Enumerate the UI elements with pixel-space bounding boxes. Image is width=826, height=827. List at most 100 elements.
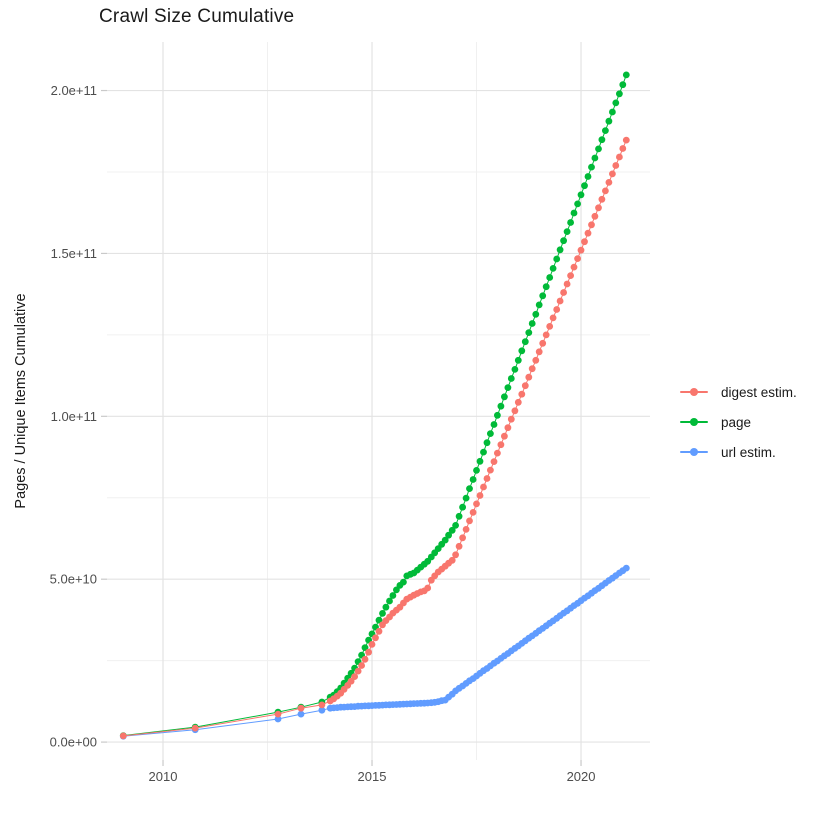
data-point <box>480 448 487 456</box>
data-point <box>448 526 456 534</box>
x-tick-label: 2015 <box>358 769 387 784</box>
data-point <box>504 384 512 391</box>
data-point <box>365 648 372 656</box>
series-digest-estim <box>119 136 630 740</box>
data-point <box>521 338 529 346</box>
data-point <box>532 356 540 364</box>
data-point <box>297 704 305 712</box>
data-point <box>602 187 609 195</box>
data-point <box>483 475 491 482</box>
data-point <box>459 534 466 542</box>
data-point <box>473 467 480 474</box>
data-point <box>507 415 515 423</box>
data-point <box>424 584 432 592</box>
data-point <box>497 402 505 410</box>
data-point <box>483 439 491 447</box>
data-point <box>452 522 459 529</box>
data-point <box>455 542 463 550</box>
data-point <box>612 162 620 169</box>
series-url-estim <box>119 564 630 740</box>
axis-labels: 2010 2015 2020 0.0e+00 5.0e+10 1.0e+11 1.5e+11… <box>50 83 596 784</box>
data-point <box>469 509 477 516</box>
data-point <box>361 644 369 651</box>
data-point <box>595 145 602 153</box>
data-point <box>191 724 199 732</box>
grid-major <box>107 42 650 760</box>
data-point <box>466 485 473 492</box>
data-point <box>318 701 326 709</box>
data-point <box>476 492 484 499</box>
data-point <box>525 373 533 381</box>
data-point <box>553 306 561 313</box>
legend-key-page-icon <box>678 415 710 429</box>
data-point <box>497 441 505 449</box>
data-point <box>514 398 522 406</box>
data-point <box>616 90 623 98</box>
data-point <box>528 320 536 327</box>
legend-label: url estim. <box>721 444 776 460</box>
data-point <box>455 512 463 520</box>
legend-item-url-estim: url estim. <box>678 437 797 467</box>
data-point <box>375 627 383 635</box>
data-point <box>574 255 581 262</box>
data-point <box>539 292 547 300</box>
data-point <box>490 421 498 428</box>
data-point <box>511 407 519 415</box>
data-point <box>570 263 578 271</box>
y-tick-label: 1.0e+11 <box>51 409 97 424</box>
data-point <box>494 411 501 419</box>
data-point <box>577 191 585 199</box>
data-point <box>546 274 554 281</box>
data-point <box>556 297 564 305</box>
data-point <box>598 136 606 144</box>
data-point <box>358 662 365 669</box>
data-point <box>469 476 477 483</box>
data-point <box>459 503 466 511</box>
y-tick-label: 1.5e+11 <box>51 246 97 261</box>
data-point <box>584 173 592 180</box>
data-point <box>567 219 574 226</box>
data-point <box>577 246 585 254</box>
data-point <box>480 483 487 491</box>
axis-ticks <box>101 89 582 766</box>
data-point <box>619 145 627 152</box>
data-point <box>574 200 581 208</box>
data-point <box>546 323 554 330</box>
data-point <box>609 108 616 116</box>
data-point <box>595 204 602 212</box>
data-point <box>351 673 358 680</box>
legend-key-digest-estim-icon <box>678 385 710 399</box>
data-point <box>602 127 609 134</box>
data-point <box>609 170 616 178</box>
legend-item-digest-estim: digest estim. <box>678 377 797 407</box>
legend-label: page <box>721 414 752 430</box>
data-point <box>542 283 550 291</box>
series-page <box>119 71 630 739</box>
data-point <box>622 71 630 79</box>
data-point <box>612 99 620 107</box>
data-point <box>567 272 574 279</box>
data-point <box>462 494 470 502</box>
data-point <box>591 154 599 162</box>
data-point <box>542 331 550 339</box>
data-point <box>521 382 529 390</box>
data-point <box>476 457 484 465</box>
data-point <box>616 153 623 161</box>
data-point <box>588 221 595 229</box>
x-tick-label: 2010 <box>149 769 178 784</box>
data-point <box>379 610 386 617</box>
series-line-url-estim <box>123 567 627 737</box>
data-point <box>361 655 369 663</box>
data-point <box>622 136 630 144</box>
data-point <box>563 280 571 288</box>
data-point <box>622 564 630 572</box>
data-point <box>466 517 473 525</box>
data-point <box>528 365 536 373</box>
data-point <box>389 592 397 599</box>
grid-minor <box>107 42 650 760</box>
data-point <box>494 449 501 457</box>
data-point <box>518 347 526 355</box>
data-point <box>563 228 571 236</box>
